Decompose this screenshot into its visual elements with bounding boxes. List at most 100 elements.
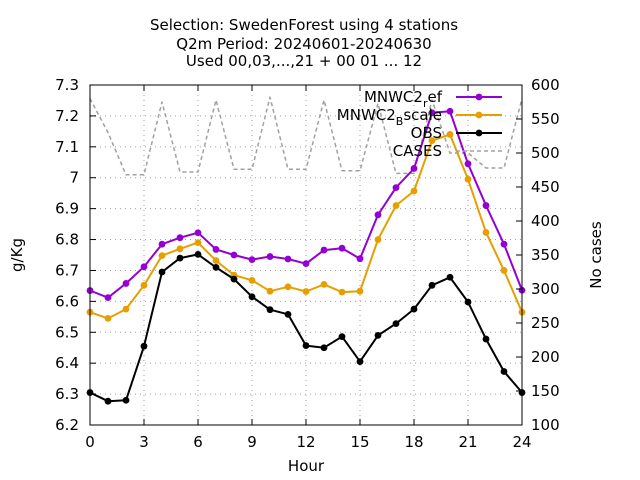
y2-tick-label: 200 bbox=[531, 348, 560, 366]
x-tick-label: 0 bbox=[85, 433, 95, 451]
data-point bbox=[140, 281, 148, 289]
series-cases bbox=[89, 96, 523, 176]
y2-tick-label: 150 bbox=[531, 382, 560, 400]
data-point bbox=[266, 253, 274, 260]
data-point bbox=[392, 202, 400, 209]
data-point bbox=[482, 335, 490, 343]
x-tick-label: 18 bbox=[404, 433, 423, 451]
data-point bbox=[500, 240, 508, 248]
chart-title-line-3: Used 00,03,...,21 + 00 01 ... 12 bbox=[186, 52, 422, 70]
y-tick-label: 7.1 bbox=[55, 138, 79, 156]
x-axis-label: Hour bbox=[288, 457, 325, 475]
y-tick-label: 6.9 bbox=[55, 200, 79, 218]
data-point bbox=[248, 256, 256, 264]
y2-tick-label: 350 bbox=[531, 246, 560, 264]
data-point bbox=[374, 331, 382, 339]
data-point bbox=[338, 288, 346, 296]
x-tick-label: 9 bbox=[247, 433, 257, 451]
data-point bbox=[266, 306, 274, 314]
y2-tick-label: 100 bbox=[531, 416, 560, 434]
data-point bbox=[266, 287, 274, 295]
y2-tick-label: 550 bbox=[531, 110, 560, 128]
data-point bbox=[464, 175, 472, 183]
data-point bbox=[284, 310, 292, 318]
data-point bbox=[122, 396, 130, 404]
data-point bbox=[410, 165, 418, 172]
y-tick-label: 6.8 bbox=[55, 231, 79, 249]
legend-label: OBS bbox=[411, 124, 442, 142]
legend-label: CASES bbox=[393, 142, 442, 160]
y-tick-label: 7 bbox=[69, 169, 79, 187]
data-point bbox=[284, 255, 292, 263]
data-point bbox=[158, 252, 166, 260]
data-point bbox=[284, 283, 292, 291]
data-point bbox=[464, 160, 472, 168]
legend-marker bbox=[475, 129, 483, 137]
series-line bbox=[89, 110, 523, 299]
y2-tick-label: 600 bbox=[531, 76, 560, 94]
chart-title-line-1: Selection: SwedenForest using 4 stations bbox=[150, 16, 458, 34]
data-point bbox=[248, 293, 256, 301]
data-point bbox=[320, 344, 328, 352]
data-point bbox=[446, 131, 454, 138]
data-point bbox=[104, 397, 112, 405]
y-tick-label: 6.2 bbox=[55, 416, 79, 434]
y2-axis-label: No cases bbox=[587, 221, 605, 289]
data-point bbox=[230, 275, 238, 283]
data-point bbox=[230, 251, 238, 259]
y-tick-label: 7.3 bbox=[55, 76, 79, 94]
data-point bbox=[482, 202, 490, 209]
data-point bbox=[338, 244, 346, 252]
series-line bbox=[89, 96, 523, 176]
series-mnwc2bscale bbox=[86, 131, 526, 322]
axes: 6.26.36.46.56.66.76.86.977.17.27.3100150… bbox=[55, 76, 560, 451]
data-point bbox=[428, 109, 436, 117]
data-point bbox=[392, 320, 400, 328]
data-point bbox=[356, 287, 364, 295]
chart-title-line-2: Q2m Period: 20240601-20240630 bbox=[176, 35, 431, 53]
data-point bbox=[212, 246, 220, 253]
x-tick-label: 21 bbox=[458, 433, 477, 451]
y-tick-label: 7.2 bbox=[55, 107, 79, 125]
data-point bbox=[302, 288, 310, 295]
data-point bbox=[464, 298, 472, 306]
y-tick-label: 6.3 bbox=[55, 385, 79, 403]
data-point bbox=[410, 305, 418, 313]
data-point bbox=[374, 236, 382, 243]
data-point bbox=[410, 187, 418, 195]
legend-marker bbox=[475, 93, 483, 101]
x-tick-label: 12 bbox=[296, 433, 315, 451]
data-point bbox=[176, 234, 184, 242]
data-point bbox=[374, 211, 382, 219]
data-point bbox=[392, 184, 400, 192]
data-point bbox=[158, 268, 166, 276]
data-point bbox=[446, 107, 454, 115]
data-point bbox=[428, 137, 436, 145]
legend-label: MNWC2ref bbox=[364, 88, 443, 110]
data-point bbox=[158, 240, 166, 248]
data-point bbox=[302, 342, 310, 349]
data-point bbox=[212, 257, 220, 264]
legend-label: MNWC2Bscale bbox=[337, 106, 442, 128]
y2-tick-label: 500 bbox=[531, 144, 560, 162]
y-axis-label: g/Kg bbox=[8, 238, 26, 272]
legend-marker bbox=[475, 111, 483, 119]
data-point bbox=[104, 314, 112, 322]
y2-tick-label: 400 bbox=[531, 212, 560, 230]
x-tick-label: 24 bbox=[512, 433, 531, 451]
grid bbox=[90, 85, 522, 425]
data-point bbox=[194, 239, 202, 247]
chart-title: Selection: SwedenForest using 4 stations… bbox=[150, 16, 458, 70]
data-point bbox=[302, 260, 310, 268]
data-point bbox=[320, 280, 328, 288]
y-tick-label: 6.7 bbox=[55, 261, 79, 279]
data-point bbox=[482, 229, 490, 236]
data-point bbox=[122, 280, 130, 287]
series-obs bbox=[86, 250, 526, 405]
y-tick-label: 6.6 bbox=[55, 292, 79, 310]
y-tick-label: 6.4 bbox=[55, 354, 79, 372]
data-point bbox=[176, 254, 184, 262]
data-point bbox=[428, 281, 436, 289]
